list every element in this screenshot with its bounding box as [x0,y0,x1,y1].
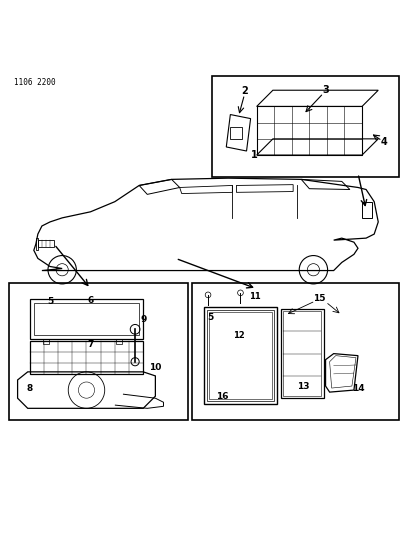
Bar [115,338,122,344]
Bar [284,311,321,396]
Text: 6: 6 [87,296,94,305]
Text: 16: 16 [216,392,228,401]
Bar [204,307,277,404]
Bar [43,338,49,344]
Text: 7: 7 [87,340,94,349]
Text: 14: 14 [352,384,364,393]
Bar [209,312,272,399]
Bar [231,127,242,139]
Text: 12: 12 [233,331,244,340]
Bar [207,310,274,401]
Text: 8: 8 [27,384,33,393]
Bar [34,303,139,335]
Text: 9: 9 [140,314,146,324]
Text: 11: 11 [249,293,261,301]
Text: 4: 4 [381,136,388,147]
Bar [30,341,143,374]
Bar [281,309,324,398]
Bar [30,299,143,340]
Text: 3: 3 [322,85,329,95]
Text: 5: 5 [47,297,53,306]
Bar [38,240,54,247]
Text: 1: 1 [251,150,258,160]
Text: 2: 2 [241,86,248,96]
Bar [362,201,372,218]
Text: 13: 13 [297,382,310,391]
Text: 10: 10 [149,364,162,373]
Text: 15: 15 [313,294,326,303]
Text: 1106 2200: 1106 2200 [13,78,55,87]
Text: 5: 5 [207,313,213,321]
